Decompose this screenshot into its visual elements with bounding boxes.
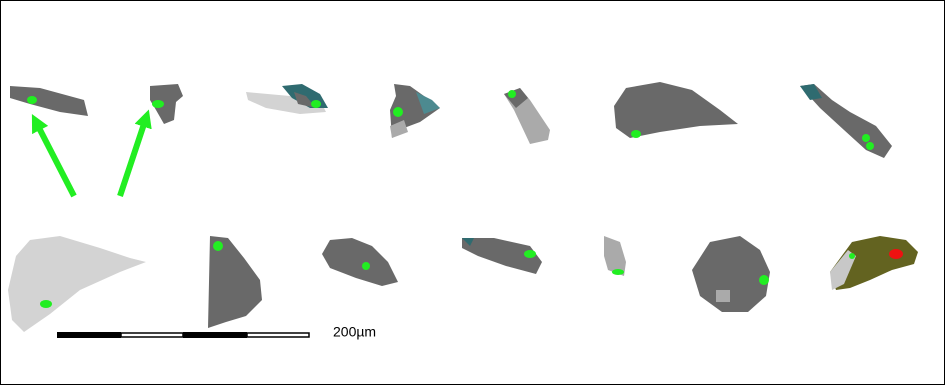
figure: 200µm bbox=[0, 0, 945, 385]
phase-spot bbox=[152, 100, 164, 108]
phase-spot bbox=[889, 249, 903, 259]
particle bbox=[716, 290, 730, 302]
scale-segment bbox=[57, 332, 121, 338]
scale-segment bbox=[121, 333, 183, 337]
scale-segment bbox=[183, 332, 247, 338]
phase-spot bbox=[612, 269, 624, 275]
phase-spot bbox=[759, 275, 769, 285]
phase-spot bbox=[508, 90, 516, 98]
phase-spot bbox=[27, 96, 37, 104]
scale-label: 200µm bbox=[333, 324, 376, 340]
frame bbox=[1, 1, 945, 385]
phase-spot bbox=[311, 100, 321, 108]
phase-spot bbox=[40, 300, 52, 308]
phase-spot bbox=[393, 107, 403, 117]
phase-spot bbox=[213, 241, 223, 251]
phase-spot bbox=[362, 262, 370, 270]
scale-segment bbox=[247, 333, 309, 337]
phase-spot bbox=[524, 250, 536, 258]
phase-spot bbox=[631, 130, 641, 138]
phase-spot bbox=[862, 134, 870, 142]
phase-spot bbox=[849, 253, 855, 259]
phase-spot bbox=[866, 142, 874, 150]
